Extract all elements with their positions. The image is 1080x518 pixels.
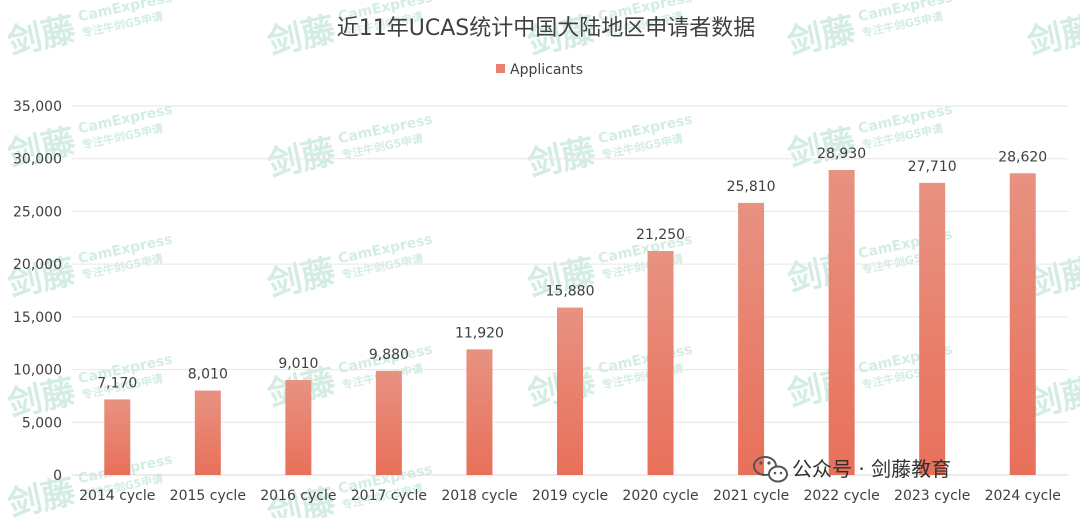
watermark-logo: 剑藤 xyxy=(4,10,79,63)
watermark-logo: 剑藤 xyxy=(264,252,339,305)
y-tick-label: 20,000 xyxy=(13,257,62,273)
watermark-logo: 剑藤 xyxy=(264,10,339,63)
x-tick-label: 2019 cycle xyxy=(532,488,608,504)
chart-title: 近11年UCAS统计中国大陆地区申请者数据 xyxy=(337,16,755,41)
bar xyxy=(919,182,946,475)
bar xyxy=(194,390,221,475)
bar xyxy=(1009,173,1036,475)
bar xyxy=(738,202,765,475)
legend-swatch xyxy=(496,64,505,73)
footer-text: 公众号 · 剑藤教育 xyxy=(792,457,951,481)
wechat-icon xyxy=(753,456,788,483)
x-tick-label: 2014 cycle xyxy=(79,488,155,504)
data-label: 7,170 xyxy=(97,375,137,391)
bar xyxy=(828,169,855,475)
data-label: 21,250 xyxy=(636,227,685,243)
bar xyxy=(557,307,583,475)
bars xyxy=(104,169,1036,475)
y-tick-label: 30,000 xyxy=(13,152,62,168)
gridlines xyxy=(72,105,1068,476)
x-tick-label: 2024 cycle xyxy=(985,488,1061,504)
data-label: 27,710 xyxy=(908,159,957,175)
data-labels: 7,170 8,010 9,010 9,880 11,920 15,880 21,250 25… xyxy=(97,146,1047,391)
data-label: 9,010 xyxy=(278,356,318,372)
footer-account: 公众号 · 剑藤教育 xyxy=(753,456,951,483)
x-tick-label: 2022 cycle xyxy=(804,488,880,504)
data-label: 28,620 xyxy=(998,149,1047,165)
y-tick-label: 5,000 xyxy=(22,415,62,431)
bar xyxy=(647,250,674,475)
x-tick-label: 2021 cycle xyxy=(713,488,789,504)
data-label: 8,010 xyxy=(188,367,228,383)
y-tick-label: 35,000 xyxy=(13,99,62,115)
x-tick-label: 2023 cycle xyxy=(894,488,970,504)
y-tick-label: 25,000 xyxy=(13,204,62,220)
data-label: 9,880 xyxy=(369,347,409,363)
y-tick-label: 0 xyxy=(53,468,62,484)
x-tick-label: 2015 cycle xyxy=(170,488,246,504)
data-label: 11,920 xyxy=(455,325,504,341)
watermark-logo: 剑藤 xyxy=(4,472,79,518)
bar xyxy=(375,370,402,475)
x-tick-label: 2017 cycle xyxy=(351,488,427,504)
bar xyxy=(104,399,131,475)
y-tick-label: 10,000 xyxy=(13,363,62,379)
x-tick-label: 2018 cycle xyxy=(441,488,517,504)
data-label: 15,880 xyxy=(546,284,595,300)
x-axis: 2014 cycle 2015 cycle 2016 cycle 2017 cycle… xyxy=(79,488,1061,504)
x-tick-label: 2020 cycle xyxy=(622,488,698,504)
watermark-logo: 剑藤 xyxy=(784,10,859,63)
watermark-logo: 剑藤 xyxy=(1024,10,1080,63)
legend-label: Applicants xyxy=(510,62,583,78)
bar xyxy=(285,380,312,475)
y-axis: 0 5,000 10,000 15,000 20,000 25,000 30,000 35,0… xyxy=(13,99,62,484)
y-tick-label: 15,000 xyxy=(13,310,62,326)
bar xyxy=(466,349,493,475)
x-tick-label: 2016 cycle xyxy=(260,488,336,504)
data-label: 28,930 xyxy=(817,146,866,162)
legend: Applicants xyxy=(496,62,583,78)
data-label: 25,810 xyxy=(727,179,776,195)
